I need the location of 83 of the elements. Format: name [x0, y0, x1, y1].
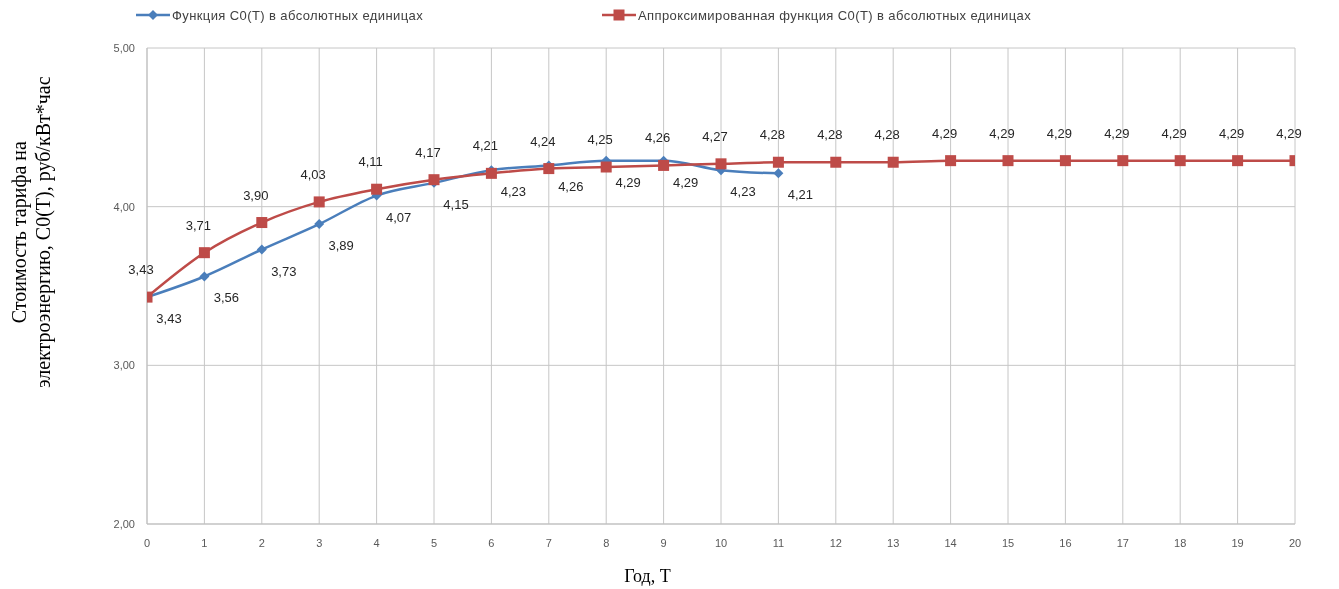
point: [1232, 155, 1244, 167]
data-label: 4,03: [300, 166, 326, 182]
x-tick-label: 9: [660, 536, 667, 549]
x-tick-label: 5: [430, 536, 438, 549]
data-label: 4,29: [989, 125, 1015, 141]
point: [543, 163, 555, 175]
data-label: 3,73: [271, 263, 297, 279]
point: [1117, 155, 1129, 167]
point: [715, 158, 727, 170]
y-axis-title: Стоимость тарифа на электроэнергию, C0(T), руб/кВт*час: [8, 76, 55, 388]
data-label: 4,25: [587, 131, 613, 147]
data-label: 4,28: [817, 126, 843, 142]
data-label: 4,27: [702, 128, 728, 144]
data-label: 4,28: [759, 126, 786, 142]
point: [256, 217, 268, 229]
x-tick-label: 7: [545, 536, 552, 549]
x-tick-label: 3: [316, 536, 323, 549]
point: [600, 161, 612, 173]
point: [314, 219, 325, 230]
y-tick-label: 3,00: [113, 359, 135, 372]
x-tick-label: 16: [1059, 536, 1072, 549]
data-label: 4,26: [558, 178, 584, 194]
x-tick-label: 2: [258, 536, 265, 549]
x-tick-label: 8: [603, 536, 610, 549]
data-label: 4,23: [500, 183, 527, 199]
point: [1174, 155, 1186, 167]
data-label: 3,43: [156, 310, 182, 326]
point: [199, 271, 210, 282]
data-label: 4,28: [874, 126, 900, 142]
point: [945, 155, 957, 167]
data-label: 4,24: [530, 133, 556, 149]
y-tick-label: 4,00: [113, 200, 135, 213]
data-label: 4,29: [931, 125, 958, 141]
data-label: 4,21: [472, 137, 499, 153]
x-tick-label: 6: [488, 536, 495, 549]
x-tick-label: 11: [772, 536, 785, 549]
point: [1059, 155, 1071, 167]
data-label: 4,11: [358, 153, 383, 169]
legend-label: Функция C0(T) в абсолютных единицах: [172, 7, 424, 23]
data-label: 4,17: [415, 144, 441, 160]
x-tick-label: 19: [1231, 536, 1244, 549]
x-tick-label: 18: [1174, 536, 1187, 549]
x-tick-label: 15: [1001, 536, 1015, 549]
x-tick-label: 14: [944, 536, 957, 549]
point: [256, 244, 267, 255]
x-tick-label: 0: [143, 536, 151, 549]
point: [772, 156, 784, 168]
point: [1002, 155, 1014, 167]
x-tick-label: 17: [1116, 536, 1129, 549]
data-label: 4,23: [730, 183, 756, 199]
data-label: 4,15: [443, 196, 469, 212]
y-tick-label: 2,00: [113, 517, 135, 530]
data-label: 4,29: [1276, 125, 1302, 141]
point: [658, 159, 670, 171]
data-label: 3,43: [128, 261, 154, 277]
x-tick-label: 12: [829, 536, 842, 549]
data-label: 4,21: [787, 186, 814, 202]
point: [371, 183, 383, 195]
x-tick-label: 1: [201, 536, 208, 549]
data-label: 4,29: [1104, 125, 1130, 141]
data-label: 4,29: [1218, 125, 1245, 141]
data-label: 3,89: [328, 237, 354, 253]
point: [198, 247, 210, 259]
point: [887, 156, 899, 168]
data-label: 4,29: [615, 174, 641, 190]
data-label: 3,71: [185, 217, 212, 233]
x-tick-label: 20: [1288, 536, 1302, 549]
point: [313, 196, 325, 208]
x-tick-label: 13: [887, 536, 900, 549]
legend-label: Аппроксимированная функция C0(T) в абсолютных единицах: [638, 7, 1032, 23]
y-tick-label: 5,00: [113, 41, 135, 54]
point: [773, 168, 784, 179]
data-label: 4,07: [385, 209, 412, 225]
x-tick-label: 10: [714, 536, 728, 549]
data-label: 3,56: [213, 289, 240, 305]
point: [830, 156, 842, 168]
data-label: 4,29: [1046, 125, 1073, 141]
data-label: 4,26: [644, 129, 671, 145]
data-label: 4,29: [1161, 125, 1187, 141]
x-axis-title: Год, T: [624, 566, 671, 586]
x-tick-label: 4: [373, 536, 380, 549]
data-label: 3,90: [243, 187, 269, 203]
data-label: 4,29: [672, 174, 699, 190]
